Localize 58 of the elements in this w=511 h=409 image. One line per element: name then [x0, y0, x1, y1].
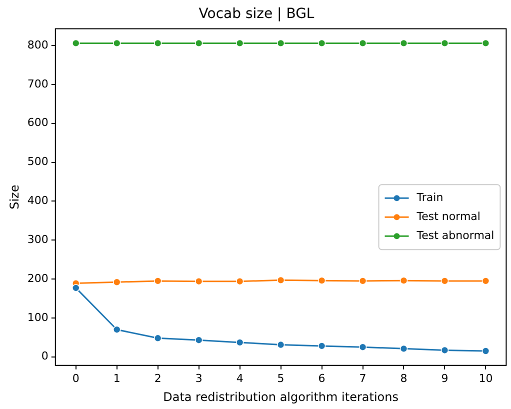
x-tick-label: 5	[277, 372, 284, 385]
point	[276, 340, 285, 349]
legend-label: Test abnormal	[416, 228, 494, 242]
point	[194, 39, 203, 48]
y-tick-label: 800	[27, 38, 48, 52]
point	[482, 277, 490, 285]
point	[400, 276, 408, 284]
point	[440, 346, 449, 354]
x-axis-title: Data redistribution algorithm iterations	[163, 390, 398, 404]
x-tick-label: 0	[72, 372, 80, 385]
point	[154, 39, 162, 48]
point	[194, 336, 203, 344]
point	[358, 39, 367, 48]
point	[318, 276, 326, 284]
x-tick-label: 6	[318, 372, 326, 385]
y-tick-label: 300	[27, 232, 48, 246]
point	[440, 39, 449, 48]
point	[482, 39, 490, 48]
x-tick-label: 10	[478, 372, 493, 385]
point	[194, 277, 203, 286]
chart-title: Vocab size | BGL	[198, 6, 314, 22]
point	[236, 39, 244, 48]
x-tick-label: 4	[236, 372, 244, 385]
point	[276, 39, 285, 48]
x-tick-label: 8	[400, 372, 408, 385]
y-axis-title: Size	[7, 184, 22, 210]
point	[112, 39, 121, 48]
point	[482, 347, 490, 355]
y-tick-label: 600	[27, 116, 48, 130]
point	[400, 344, 408, 353]
x-tick-label: 9	[441, 372, 448, 385]
point	[112, 326, 121, 334]
point	[154, 277, 162, 285]
point	[400, 39, 408, 48]
point	[358, 343, 367, 352]
y-tick-label: 0	[41, 350, 48, 363]
point	[112, 278, 121, 286]
y-tick-label: 200	[27, 272, 48, 285]
legend-label: Train	[416, 190, 444, 204]
y-tick-label: 500	[27, 155, 48, 168]
y-tick-label: 700	[27, 77, 48, 90]
point	[72, 39, 80, 48]
point	[440, 277, 449, 285]
point	[236, 277, 244, 286]
x-tick-label: 3	[195, 372, 202, 385]
y-tick-label: 100	[27, 310, 48, 324]
point	[154, 334, 162, 342]
point	[358, 277, 367, 285]
y-tick-label: 400	[27, 194, 48, 208]
x-tick-label: 2	[154, 372, 162, 385]
point	[72, 284, 80, 292]
x-tick-label: 1	[113, 372, 120, 385]
point	[276, 276, 285, 284]
point	[318, 39, 326, 48]
x-tick-label: 7	[359, 372, 366, 385]
point	[236, 338, 244, 346]
point	[318, 342, 326, 350]
legend-label: Test normal	[416, 210, 480, 223]
